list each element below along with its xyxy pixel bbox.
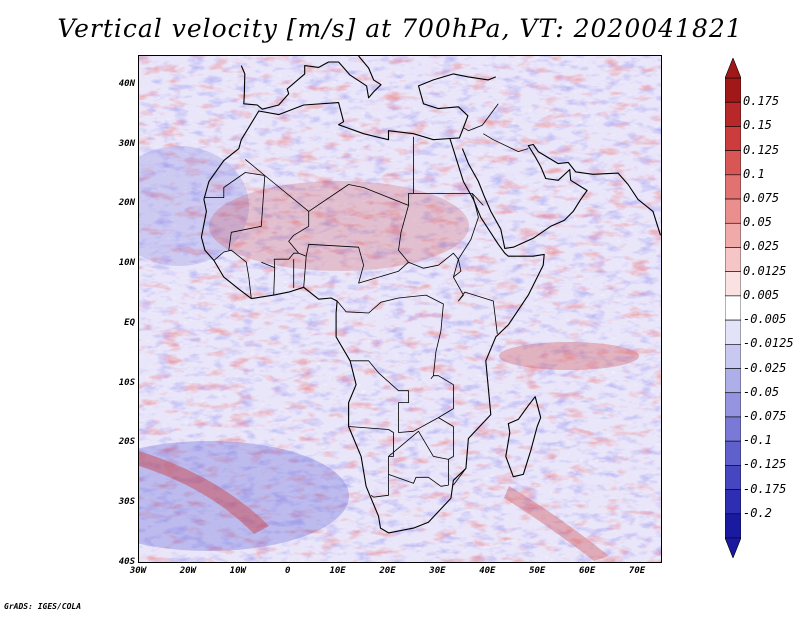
colorbar-cell (725, 77, 741, 103)
colorbar-bottom-arrow (725, 537, 741, 558)
lon-tick-label: 40E (479, 566, 496, 576)
map-panel (138, 55, 662, 563)
lon-tick-label: 10W (229, 566, 246, 576)
colorbar-label: -0.0125 (743, 336, 794, 351)
colorbar-cell (725, 150, 741, 176)
colorbar-cell (725, 416, 741, 442)
colorbar-label: 0.005 (743, 287, 780, 302)
africa-coastline (200, 102, 545, 534)
colorbar-cell (725, 295, 741, 321)
lon-tick-label: 10E (329, 566, 346, 576)
colorbar-label: 0.075 (743, 191, 780, 206)
mozambique-channel-ascent (499, 342, 639, 370)
lat-tick-label: 40S (118, 557, 135, 567)
colorbar-cell (725, 392, 741, 418)
vertical-velocity-field (139, 56, 661, 562)
credit-text: GrADS: IGES/COLA (4, 602, 82, 611)
colorbar-cell (725, 247, 741, 272)
lat-tick-label: EQ (124, 317, 135, 328)
chart-title: Vertical velocity [m/s] at 700hPa, VT: 2… (57, 14, 743, 43)
colorbar-cell (725, 126, 741, 151)
europe-coastline (240, 56, 382, 110)
colorbar-label: -0.1 (743, 433, 772, 448)
colorbar-label: 0.15 (743, 118, 772, 133)
colorbar-label: -0.05 (743, 384, 780, 399)
colorbar-cell (725, 489, 741, 515)
north-atlantic-descent (139, 146, 249, 266)
southeast-band-ascent (504, 486, 609, 561)
colorbar-cell (725, 101, 741, 127)
sahel-ascent (209, 181, 469, 271)
colorbar-label: 0.125 (743, 142, 780, 157)
lat-tick-label: 30S (118, 497, 135, 508)
colorbar-label: 0.0125 (743, 263, 787, 278)
lat-tick-label: 30N (118, 138, 135, 149)
colorbar-label: -0.005 (743, 312, 787, 327)
lon-tick-label: 30E (429, 566, 446, 576)
colorbar-label: 0.1 (743, 166, 765, 181)
colorbar-cell (725, 368, 741, 394)
colorbar-cell (725, 319, 741, 345)
southern-ocean-descent (139, 441, 349, 551)
lon-tick-label: 20W (179, 566, 197, 576)
field-streaks (139, 56, 661, 562)
lon-tick-label: 20E (379, 566, 396, 576)
lon-tick-label: 0 (284, 566, 291, 576)
colorbar (725, 58, 741, 558)
colorbar-cell (725, 513, 741, 539)
lon-tick-label: 30W (129, 566, 147, 576)
colorbar-top-arrow (725, 58, 741, 79)
colorbar-label: 0.175 (743, 94, 780, 109)
lat-tick-label: 20N (118, 198, 135, 209)
colorbar-label: -0.2 (743, 505, 772, 520)
lat-tick-label: 10N (118, 258, 135, 269)
colorbar-label: -0.075 (743, 408, 787, 423)
colorbar-label: -0.025 (743, 360, 787, 375)
country-borders (203, 103, 529, 498)
lat-tick-label: 10S (118, 377, 135, 388)
lon-tick-label: 60E (579, 566, 596, 576)
colorbar-cell (725, 440, 741, 466)
colorbar-label: 0.025 (743, 239, 780, 254)
colorbar-cell (725, 465, 741, 490)
colorbar-label: -0.175 (743, 481, 787, 496)
lon-tick-label: 70E (628, 566, 646, 576)
colorbar-label: -0.125 (743, 457, 787, 472)
lat-tick-label: 20S (118, 437, 135, 448)
colorbar-label: 0.05 (743, 215, 772, 230)
colorbar-cell (725, 198, 741, 224)
south-band-ascent (139, 451, 269, 534)
colorbar-cell (725, 271, 741, 297)
madagascar-coastline (505, 396, 542, 478)
colorbar-cell (725, 174, 741, 200)
lon-tick-label: 50E (529, 566, 546, 576)
lat-tick-label: 40N (118, 78, 135, 89)
colorbar-cell (725, 222, 741, 248)
colorbar-cell (725, 344, 741, 369)
